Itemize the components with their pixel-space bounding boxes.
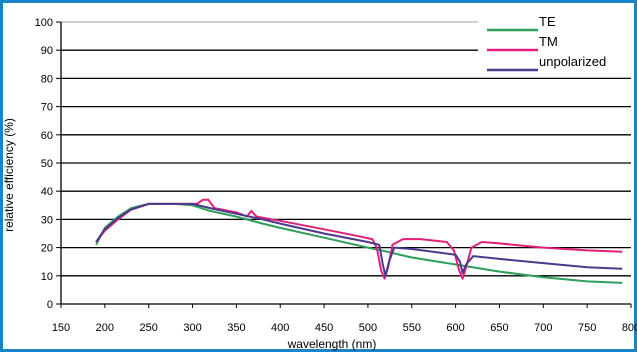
y-tick-label: 20 (41, 243, 53, 255)
axes (56, 21, 632, 308)
y-tick-label: 10 (41, 271, 53, 283)
series-lines (95, 198, 623, 284)
y-tick-label: 80 (41, 73, 53, 85)
x-tick-labels: 150 200 250 300 350 400 450 500 550 600 650 700 750 8… (52, 322, 637, 334)
x-tick-label: 750 (578, 322, 596, 334)
x-tick-label: 500 (359, 322, 377, 334)
y-tick-label: 0 (47, 299, 53, 311)
x-tick-label: 600 (446, 322, 464, 334)
x-tick-label: 800 (622, 322, 637, 334)
series-line-unpolarized (95, 202, 623, 277)
y-axis-label: relative efficiency (%) (2, 118, 16, 232)
legend-box (478, 5, 631, 69)
y-tick-label: 30 (41, 214, 53, 226)
y-tick-label: 60 (41, 130, 53, 142)
y-tick-label: 70 (41, 102, 53, 114)
y-tick-labels: 0 10 20 30 40 50 60 70 80 90 100 (35, 17, 53, 311)
y-tick-label: 100 (35, 17, 53, 29)
series-line-te (95, 202, 623, 284)
y-tick-label: 40 (41, 186, 53, 198)
x-tick-label: 300 (183, 322, 201, 334)
x-tick-label: 650 (490, 322, 508, 334)
x-axis-label: wavelength (nm) (287, 337, 377, 351)
x-tick-label: 550 (403, 322, 421, 334)
legend-label-te: TE (539, 14, 556, 29)
x-tick-label: 200 (96, 322, 114, 334)
x-tick-label: 350 (227, 322, 245, 334)
x-tick-label: 150 (52, 322, 70, 334)
x-tick-label: 400 (271, 322, 289, 334)
x-tick-label: 250 (140, 322, 158, 334)
y-tick-label: 50 (41, 158, 53, 170)
x-tick-label: 450 (315, 322, 333, 334)
y-tick-label: 90 (41, 45, 53, 57)
series-line-tm (95, 198, 623, 280)
legend-label-tm: TM (539, 34, 558, 49)
legend: TE TM unpolarized (478, 5, 631, 72)
x-tick-label: 700 (534, 322, 552, 334)
legend-label-unpolarized: unpolarized (539, 54, 606, 69)
